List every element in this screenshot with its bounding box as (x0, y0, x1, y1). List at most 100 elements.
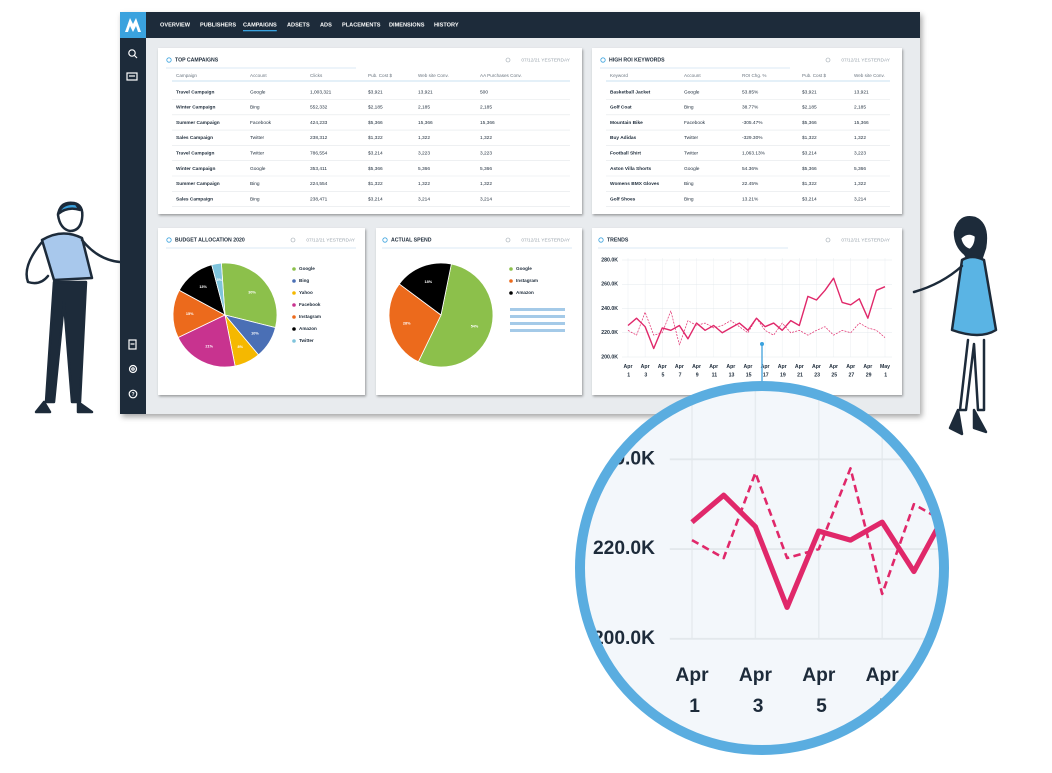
column-header: Keyword (610, 73, 628, 78)
clock-icon (825, 57, 831, 63)
slice-label: 10% (251, 332, 259, 336)
table-cell: 15,366 (418, 120, 433, 126)
table-cell: -329.30% (742, 135, 763, 141)
table-cell: 500 (480, 89, 488, 95)
panel-date: 07/12/21 YESTERDAY (841, 57, 890, 63)
table-cell: Google (684, 166, 700, 172)
magnifier-ring (575, 381, 949, 755)
table-cell: Golf Coat (610, 105, 632, 111)
nav-item[interactable]: PUBLISHERS (200, 22, 236, 28)
man-figure (25, 201, 122, 414)
report-icon[interactable] (128, 339, 137, 350)
table-cell: $3,214 (802, 196, 817, 202)
table-cell: 5,366 (480, 166, 492, 172)
slice-label: 28% (403, 321, 411, 325)
nav-item[interactable]: OVERVIEW (160, 22, 191, 28)
table-cell: 1,322 (854, 181, 866, 187)
table-cell: 13,921 (854, 89, 869, 95)
legend-swatch (292, 303, 296, 307)
table-cell: $5,366 (802, 120, 817, 126)
panel (592, 228, 902, 395)
settings-icon[interactable] (128, 364, 138, 374)
table-cell: 238,471 (310, 196, 328, 202)
table-cell: 13.21% (742, 196, 759, 202)
table-cell: Womens BMX Gloves (610, 181, 660, 187)
table-cell: Mountain Bike (610, 120, 643, 126)
table-cell: $2,185 (368, 105, 383, 111)
nav-item[interactable]: DIMENSIONS (389, 22, 425, 28)
sidebar (120, 12, 146, 414)
panel-icon (382, 237, 388, 243)
table-cell: $1,322 (802, 181, 817, 187)
table-cell: Buy Adidas (610, 135, 637, 141)
table-cell: Aston Villa Shorts (610, 166, 652, 172)
table-cell: 22.45% (742, 181, 759, 187)
table-cell: 15,366 (480, 120, 495, 126)
table-cell: Twitter (250, 135, 265, 141)
legend-label: Amazon (516, 290, 534, 295)
woman-figure (912, 216, 998, 436)
y-tick-label: 280.0K (601, 257, 618, 263)
column-header: Web site Conv. (418, 73, 449, 78)
column-header: Pub. Cost $ (802, 73, 826, 78)
table-cell: $2,185 (802, 105, 817, 111)
x-tick-label: Apr 3 (641, 364, 650, 379)
nav-item[interactable]: ADSETS (287, 22, 310, 28)
x-tick-label: Apr 17 (761, 364, 770, 379)
nav-item[interactable]: PLACEMENTS (342, 22, 381, 28)
slice-label: 30% (248, 290, 256, 294)
placeholder-line (510, 329, 565, 332)
nav-item[interactable]: HISTORY (434, 22, 459, 28)
legend-swatch (509, 279, 513, 283)
table-cell: Bing (684, 181, 694, 187)
y-tick-label: 200.0K (601, 354, 618, 360)
nav-item[interactable]: ADS (320, 22, 332, 28)
panel-date: 07/12/21 YESTERDAY (521, 237, 570, 243)
table-cell: $5,366 (368, 166, 383, 172)
campaign-icon[interactable] (126, 72, 138, 81)
nav-item[interactable]: CAMPAIGNS (243, 22, 277, 28)
table-cell: Twitter (250, 150, 265, 156)
table-cell: Bing (250, 196, 260, 202)
legend-swatch (509, 291, 513, 295)
x-tick-label: Apr 7 (675, 364, 684, 379)
table-cell: 353,411 (310, 166, 327, 172)
table-cell: 3,223 (480, 150, 492, 156)
table-cell: 424,233 (310, 120, 328, 126)
table-cell: Summer Campaign (176, 120, 220, 126)
table-cell: 1,322 (854, 135, 866, 141)
x-tick-label: Apr 19 (778, 364, 787, 379)
legend-label: Google (516, 266, 532, 271)
x-tick-label: Apr 21 (795, 364, 804, 379)
table-cell: $3,214 (368, 150, 383, 156)
pie-slice (177, 314, 236, 368)
column-header: Web site Conv. (854, 73, 885, 78)
table-cell: 238,312 (310, 135, 328, 141)
column-header: Campaign (176, 73, 197, 78)
table-cell: Basketball Jacket (610, 89, 651, 95)
panel (158, 48, 582, 214)
table-cell: $5,366 (802, 166, 817, 172)
legend-swatch (292, 339, 296, 343)
x-tick-label: Apr 11 (709, 364, 718, 379)
placeholder-line (510, 322, 565, 325)
pie-slice (398, 262, 452, 316)
legend-swatch (292, 267, 296, 271)
help-icon[interactable] (128, 389, 138, 399)
table-cell: Golf Shoes (610, 196, 636, 202)
table-cell: 2,185 (418, 105, 430, 111)
table-cell: $3,214 (368, 196, 383, 202)
slice-label: 21% (205, 345, 213, 349)
table-cell: Winter Campaign (176, 105, 215, 111)
x-tick-label: Apr 1 (624, 364, 633, 379)
trend-chart: Apr 1 Apr 3 Apr 5 Apr 7 Apr 9 Apr 11 Apr 13 Apr… (601, 257, 892, 379)
table-cell: Google (250, 166, 266, 172)
table-cell: $3,921 (802, 89, 817, 95)
table-cell: $1,322 (368, 181, 383, 187)
table-cell: Twitter (684, 135, 699, 141)
table-cell: 1,322 (480, 181, 492, 187)
search-icon[interactable] (128, 49, 138, 59)
placeholder-line (510, 308, 565, 311)
pie-slice (417, 263, 494, 368)
